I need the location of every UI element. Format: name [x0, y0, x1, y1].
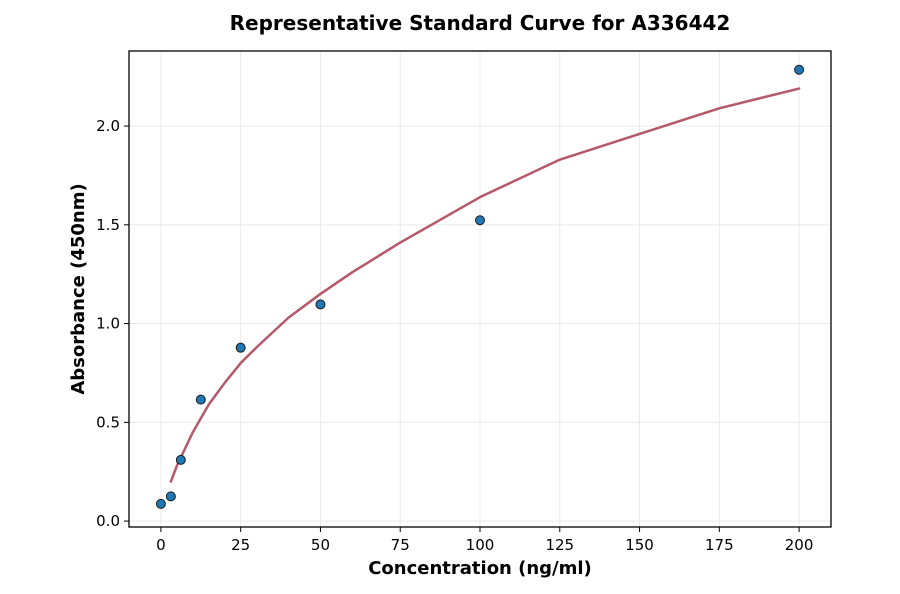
grid-lines	[129, 51, 831, 527]
data-point	[155, 498, 166, 509]
x-tick-label: 175	[705, 536, 734, 554]
chart-title: Representative Standard Curve for A33644…	[230, 11, 731, 35]
data-points-layer	[155, 64, 805, 509]
data-point	[175, 454, 186, 465]
y-tick-label: 0.0	[96, 512, 120, 530]
y-tick-label: 2.0	[96, 117, 120, 135]
x-tick-label: 75	[391, 536, 410, 554]
x-axis-label: Concentration (ng/ml)	[368, 558, 592, 579]
x-axis-ticks: 0 25 50 75 100 125 150 175 200	[156, 527, 813, 554]
data-point	[195, 394, 206, 405]
fit-curve-line	[169, 87, 801, 483]
y-tick-label: 0.5	[96, 413, 120, 431]
data-point	[315, 299, 326, 310]
y-tick-label: 1.5	[96, 216, 120, 234]
x-tick-label: 25	[231, 536, 250, 554]
data-point	[794, 64, 805, 75]
fit-curve-layer	[169, 87, 801, 483]
x-tick-label: 100	[466, 536, 495, 554]
x-tick-label: 50	[311, 536, 330, 554]
data-point	[165, 491, 176, 502]
x-tick-label: 0	[156, 536, 166, 554]
data-point	[475, 215, 485, 226]
x-tick-label: 125	[545, 536, 574, 554]
y-axis-ticks: 0.0 0.5 1.0 1.5 2.0	[96, 117, 129, 530]
data-point	[235, 342, 246, 353]
y-axis-label: Absorbance (450nm)	[68, 183, 89, 394]
x-tick-label: 150	[625, 536, 654, 554]
x-tick-label: 200	[785, 536, 814, 554]
y-tick-label: 1.0	[96, 315, 120, 333]
